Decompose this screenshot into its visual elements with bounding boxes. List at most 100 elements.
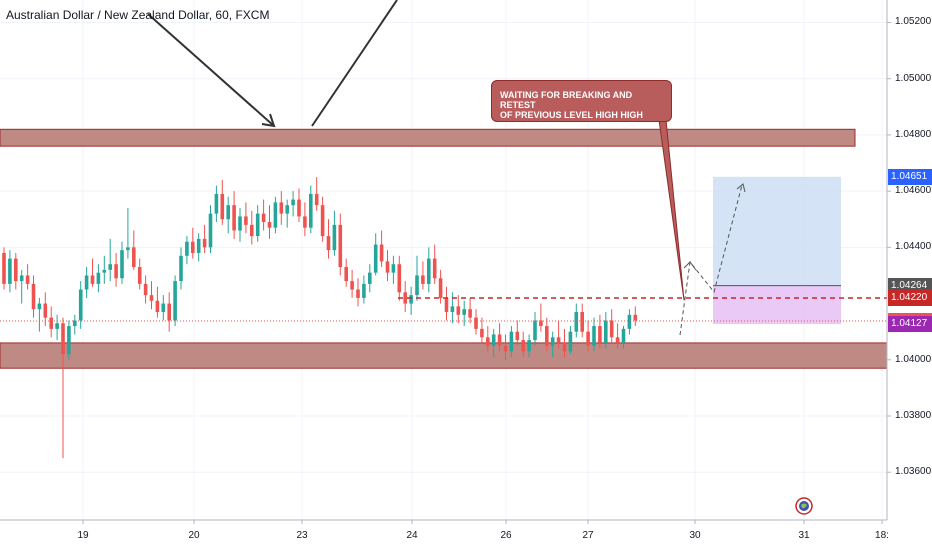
candle-body: [456, 306, 461, 315]
candle-body: [527, 340, 531, 352]
candle-body: [137, 267, 142, 284]
candle-body: [96, 272, 101, 284]
stop-zone: [713, 285, 841, 325]
candle-body: [574, 312, 579, 332]
candle-body: [609, 320, 614, 338]
candle-body: [415, 275, 419, 296]
annotation-line-1: WAITING FOR BREAKING AND RETEST: [500, 90, 633, 110]
candle-body: [238, 216, 242, 231]
y-tick-label: 1.04800: [895, 128, 932, 140]
candle-body: [143, 283, 148, 296]
y-tick-label: 1.05000: [895, 72, 932, 84]
projection-arrow-2: [736, 183, 746, 193]
candle-body: [78, 289, 83, 321]
y-tick-label: 1.04600: [895, 185, 932, 197]
candle-body: [438, 278, 443, 298]
candle-body: [604, 320, 608, 343]
candle-body: [179, 255, 183, 282]
candle-body: [533, 320, 537, 341]
candle-body: [114, 264, 118, 279]
candle-body: [61, 323, 65, 355]
candle-body: [191, 241, 195, 253]
candle-body: [314, 193, 319, 206]
candle-body: [31, 283, 36, 310]
candles: [2, 177, 638, 459]
candle-body: [43, 303, 48, 318]
price-label: 1.04220: [888, 289, 932, 306]
candle-body: [491, 334, 496, 346]
candle-body: [73, 320, 77, 327]
candle-body: [338, 224, 343, 268]
candle-body: [545, 326, 549, 346]
candle-body: [244, 216, 248, 225]
x-tick-label: 27: [582, 530, 594, 541]
candle-body: [8, 258, 12, 284]
x-tick-label: 26: [500, 530, 512, 541]
candle-body: [332, 224, 337, 251]
candle-body: [356, 289, 360, 298]
annotation-line-2: OF PREVIOUS LEVEL HIGH HIGH: [500, 110, 643, 120]
x-tick-label: 23: [296, 530, 308, 541]
candle-body: [161, 303, 166, 312]
candle-body: [633, 314, 638, 321]
candle-body: [220, 193, 225, 220]
candle-body: [297, 199, 301, 217]
candle-body: [468, 309, 472, 318]
candle-body: [486, 337, 490, 346]
annotation-box[interactable]: WAITING FOR BREAKING AND RETEST OF PREVI…: [491, 80, 672, 122]
x-tick-label: 19: [77, 530, 89, 541]
candle-body: [562, 342, 567, 352]
candle-body: [167, 303, 171, 321]
y-tick-label: 1.03800: [895, 410, 932, 421]
candle-body: [285, 205, 289, 214]
candle-body: [350, 281, 354, 290]
candle-body: [214, 193, 219, 214]
candle-body: [509, 331, 514, 352]
candle-body: [2, 252, 6, 284]
candle-body: [267, 222, 272, 228]
candle-body: [403, 292, 407, 304]
candle-body: [291, 199, 295, 206]
x-tick-label: 24: [406, 530, 418, 541]
globe-icon[interactable]: [795, 497, 813, 515]
candle-body: [126, 247, 130, 251]
candle-body: [503, 345, 508, 352]
y-tick-label: 1.03600: [895, 466, 932, 478]
candle-body: [444, 297, 449, 312]
candle-body: [592, 326, 596, 346]
candle-body: [19, 275, 24, 282]
candle-body: [273, 202, 278, 228]
candle-body: [450, 306, 455, 312]
candle-body: [208, 213, 213, 248]
candle-body: [25, 275, 30, 284]
candle-body: [586, 331, 590, 346]
arrow-line-right: [311, 0, 398, 127]
candle-body: [120, 250, 124, 279]
candle-body: [232, 205, 236, 231]
drawings: [147, 0, 746, 336]
chart-title: Australian Dollar / New Zealand Dollar, …: [6, 8, 270, 22]
candle-body: [279, 202, 284, 214]
candle-body: [373, 244, 378, 273]
y-tick-label: 1.04000: [895, 353, 932, 365]
candle-body: [196, 238, 201, 253]
candle-body: [261, 213, 266, 223]
arrow-line-left: [147, 13, 275, 127]
candle-body: [550, 337, 555, 346]
level-lines: [0, 297, 887, 322]
candle-body: [303, 216, 307, 228]
price-label: 1.04651: [888, 168, 932, 185]
candle-body: [226, 205, 230, 220]
x-tick-label: 30: [689, 530, 701, 541]
x-tick-label: 20: [188, 530, 200, 541]
candle-body: [37, 303, 42, 310]
candle-body: [615, 337, 620, 343]
candle-body: [379, 244, 384, 262]
candle-body: [432, 258, 437, 279]
candle-body: [67, 326, 71, 355]
candle-body: [568, 331, 573, 352]
candle-body: [149, 295, 154, 301]
candle-body: [462, 309, 466, 315]
